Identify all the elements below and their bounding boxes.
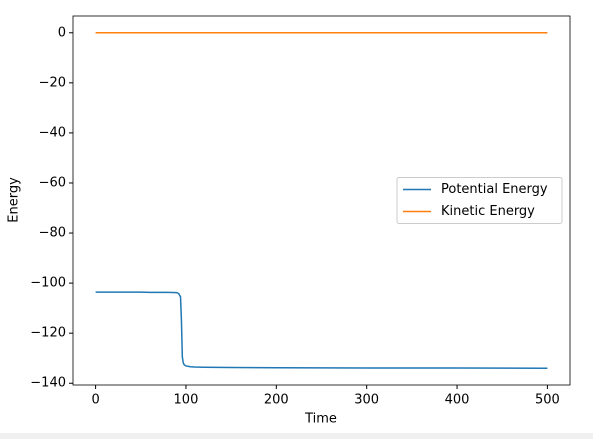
x-tick-label: 300 (354, 393, 379, 408)
y-tick-label: −120 (30, 326, 66, 341)
legend-box (396, 177, 563, 224)
bottom-strip (0, 433, 593, 439)
y-tick-label: −20 (39, 75, 66, 90)
series-line (95, 291, 548, 369)
y-tick-label: −80 (39, 226, 66, 241)
x-tick-label: 400 (445, 393, 470, 408)
x-tick-label: 0 (91, 393, 99, 408)
x-tick-label: 200 (264, 393, 289, 408)
y-tick-label: 0 (58, 25, 66, 40)
x-tick-label: 500 (535, 393, 560, 408)
legend-label: Potential Energy (441, 182, 548, 197)
y-tick-label: −100 (30, 276, 66, 291)
x-tick-label: 100 (174, 393, 199, 408)
y-tick-label: −140 (30, 376, 66, 391)
y-axis-label: Energy (7, 177, 22, 223)
y-tick-label: −40 (39, 125, 66, 140)
plot-frame (72, 15, 571, 386)
legend-label: Kinetic Energy (441, 204, 535, 219)
y-tick-label: −60 (39, 175, 66, 190)
x-axis-label: Time (304, 412, 337, 427)
